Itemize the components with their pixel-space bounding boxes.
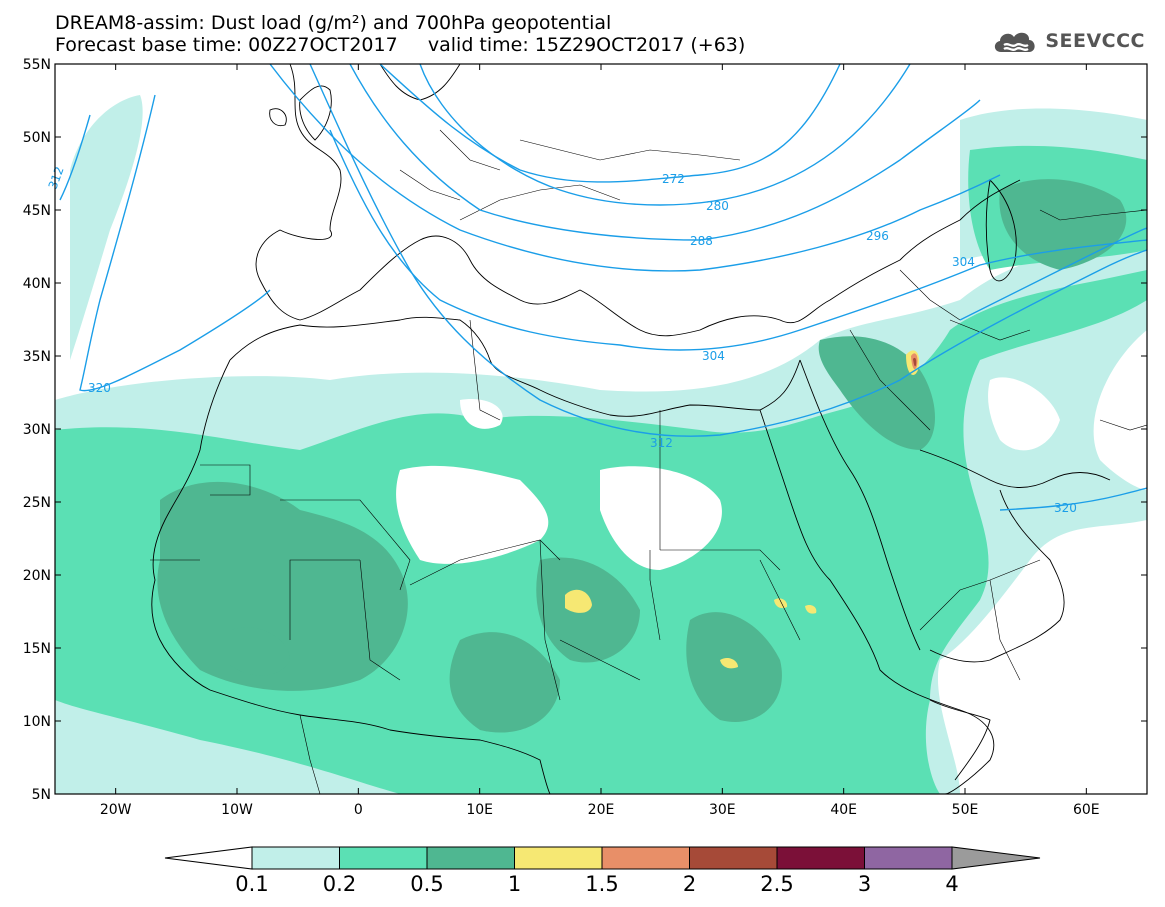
contour-label: 272 (662, 172, 685, 186)
colorbar-label: 3 (858, 872, 871, 896)
lon-label: 10E (466, 802, 493, 818)
colorbar: 0.1 0.2 0.5 1 1.5 2 2.5 3 4 (164, 846, 1041, 896)
colorbar-label: 2 (683, 872, 696, 896)
colorbar-box (339, 846, 428, 870)
latitude-axis: 55N 50N 45N 40N 35N 30N 25N 20N 15N 10N 5N (23, 57, 1147, 803)
colorbar-label: 4 (945, 872, 958, 896)
contour-labels: 272 280 288 296 304 304 312 312 320 320 (46, 165, 1077, 515)
lat-label: 10N (23, 714, 51, 730)
logo-text: SEEVCCC (1045, 30, 1145, 52)
dust-level-0-5 (157, 179, 1127, 733)
colorbar-label: 2.5 (760, 872, 793, 896)
contour-line-272 (379, 64, 841, 183)
contour-label: 296 (866, 229, 889, 243)
colorbar-label: 1.5 (585, 872, 618, 896)
lon-label: 50E (952, 802, 979, 818)
lat-label: 50N (23, 130, 51, 146)
lat-label: 45N (23, 203, 51, 219)
contour-label: 312 (650, 436, 673, 450)
contour-line-320 (79, 94, 271, 392)
seevccc-logo: SEEVCCC (991, 26, 1145, 56)
colorbar-label: 0.5 (410, 872, 443, 896)
colorbar-label: 0.2 (323, 872, 356, 896)
colorbar-box (689, 846, 778, 870)
contour-label: 304 (702, 349, 725, 363)
longitude-axis: 20W 10W 0 10E 20E 30E 40E 50E 60E (100, 64, 1100, 818)
lat-label: 55N (23, 57, 51, 73)
contour-label: 280 (706, 199, 729, 213)
clear-areas (396, 377, 1060, 570)
contour-label: 320 (1054, 501, 1077, 515)
chart-subtitle: Forecast base time: 00Z27OCT2017 valid t… (55, 34, 746, 56)
contour-line-304 (329, 129, 1147, 351)
lat-label: 40N (23, 276, 51, 292)
contour-line-280 (419, 64, 911, 206)
lat-label: 15N (23, 641, 51, 657)
contour-line-320-east (999, 487, 1147, 511)
lat-label: 20N (23, 568, 51, 584)
borders (150, 129, 1147, 794)
lat-label: 30N (23, 422, 51, 438)
contour-line-296 (269, 64, 1001, 272)
contour-label: 288 (690, 234, 713, 248)
lat-label: 25N (23, 495, 51, 511)
colorbar-high-extension (951, 846, 1041, 870)
contour-line-312-west (59, 114, 91, 201)
chart-title: DREAM8-assim: Dust load (g/m²) and 700hP… (55, 12, 612, 34)
contour-line-312-east (959, 227, 1147, 321)
lon-label: 10W (221, 802, 253, 818)
colorbar-box (601, 846, 690, 870)
lon-label: 60E (1073, 802, 1100, 818)
dust-level-high (911, 353, 918, 370)
contour-label: 320 (88, 381, 111, 395)
lon-label: 40E (830, 802, 857, 818)
contour-line-288 (349, 64, 981, 241)
lon-label: 20E (588, 802, 615, 818)
colorbar-box (251, 846, 340, 870)
colorbar-box (776, 846, 865, 870)
colorbar-box (864, 846, 953, 870)
colorbar-label: 0.1 (235, 872, 268, 896)
contour-label: 304 (952, 255, 975, 269)
contour-line-312 (309, 64, 1147, 437)
coastlines (151, 64, 1111, 794)
lon-label: 30E (709, 802, 736, 818)
lat-label: 35N (23, 349, 51, 365)
colorbar-box (426, 846, 515, 870)
lat-label: 5N (32, 787, 51, 803)
cloud-icon (995, 32, 1035, 52)
colorbar-low-extension (164, 846, 253, 870)
geopotential-contours (59, 64, 1147, 511)
colorbar-box (514, 846, 603, 870)
colorbar-label: 1 (508, 872, 521, 896)
lon-label: 0 (354, 802, 363, 818)
lon-label: 20W (100, 802, 132, 818)
